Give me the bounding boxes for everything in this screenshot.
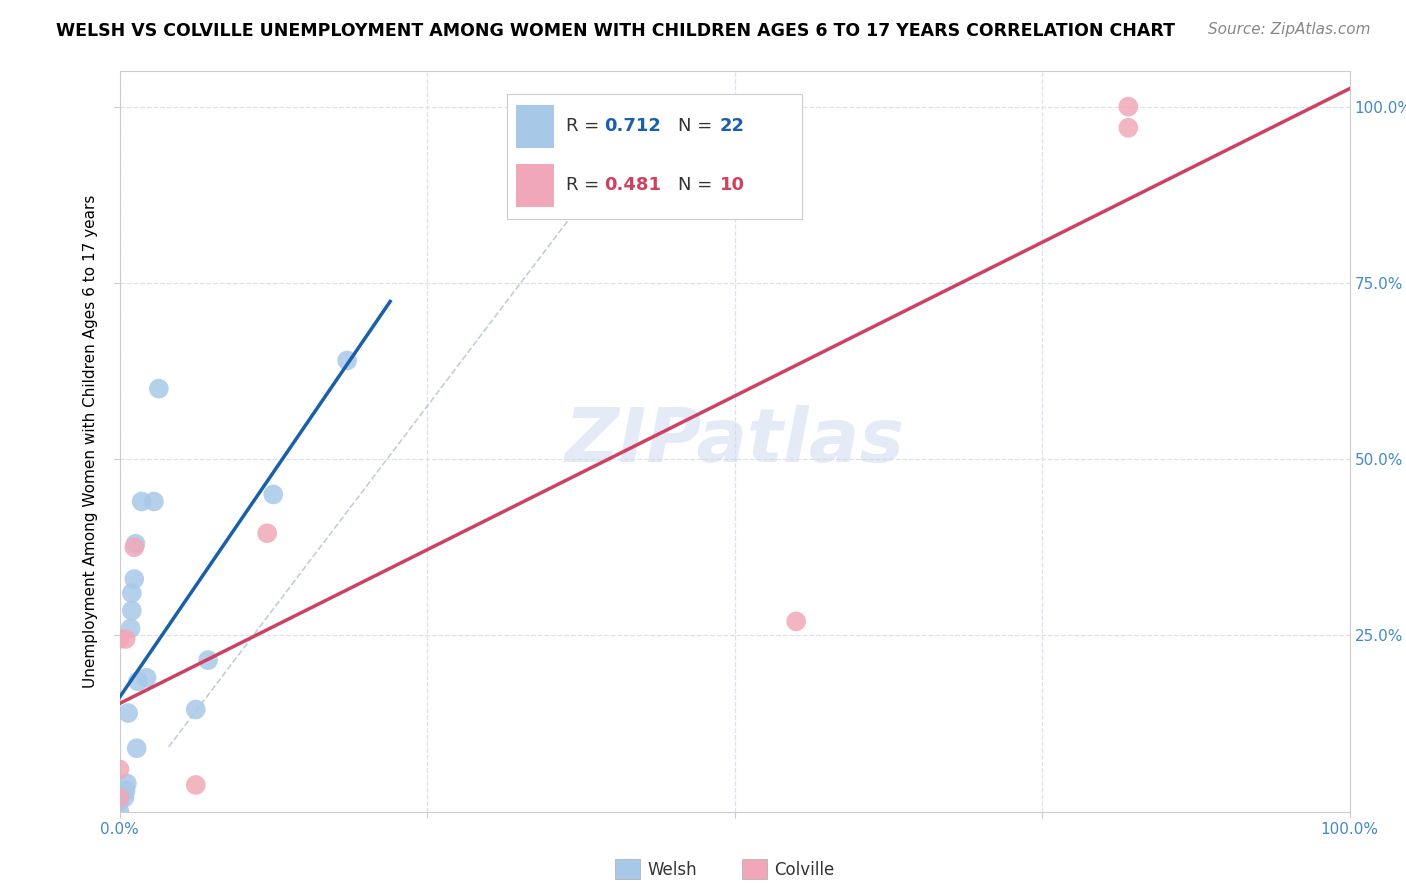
Text: R =: R = <box>567 177 605 194</box>
Point <box>108 794 131 808</box>
Point <box>127 674 149 689</box>
Point <box>115 776 138 790</box>
Point <box>184 778 207 792</box>
Text: Colville: Colville <box>773 861 834 879</box>
Point <box>108 805 131 819</box>
Point <box>1118 100 1140 114</box>
Point <box>111 787 134 801</box>
Text: ZIPatlas: ZIPatlas <box>565 405 904 478</box>
Point <box>124 541 146 555</box>
Y-axis label: Unemployment Among Women with Children Ages 6 to 17 years: Unemployment Among Women with Children A… <box>83 194 98 689</box>
Point <box>125 741 148 756</box>
Point <box>143 494 166 508</box>
Point <box>148 382 170 396</box>
Text: N =: N = <box>678 117 718 136</box>
Point <box>114 783 136 797</box>
Point <box>108 763 131 777</box>
Point <box>131 494 153 508</box>
Point <box>120 621 142 635</box>
Point <box>108 632 131 646</box>
FancyBboxPatch shape <box>516 164 554 207</box>
Point <box>121 586 143 600</box>
Point <box>117 706 139 720</box>
Point <box>121 604 143 618</box>
Text: 22: 22 <box>720 117 745 136</box>
Point <box>184 702 207 716</box>
Text: 10: 10 <box>720 177 745 194</box>
Point <box>1118 120 1140 135</box>
Text: 0.481: 0.481 <box>605 177 661 194</box>
Text: R =: R = <box>567 117 605 136</box>
Point <box>256 526 278 541</box>
Point <box>114 790 135 805</box>
Text: WELSH VS COLVILLE UNEMPLOYMENT AMONG WOMEN WITH CHILDREN AGES 6 TO 17 YEARS CORR: WELSH VS COLVILLE UNEMPLOYMENT AMONG WOM… <box>56 22 1175 40</box>
Point <box>114 632 136 646</box>
Point <box>124 537 146 551</box>
Point <box>262 487 284 501</box>
Text: N =: N = <box>678 177 718 194</box>
Point <box>336 353 359 368</box>
Text: Welsh: Welsh <box>647 861 697 879</box>
Text: Source: ZipAtlas.com: Source: ZipAtlas.com <box>1208 22 1371 37</box>
Point <box>108 790 131 805</box>
Point <box>124 572 146 586</box>
Point <box>197 653 219 667</box>
Point <box>135 671 157 685</box>
FancyBboxPatch shape <box>516 105 554 148</box>
Text: 0.712: 0.712 <box>605 117 661 136</box>
Point <box>785 615 807 629</box>
